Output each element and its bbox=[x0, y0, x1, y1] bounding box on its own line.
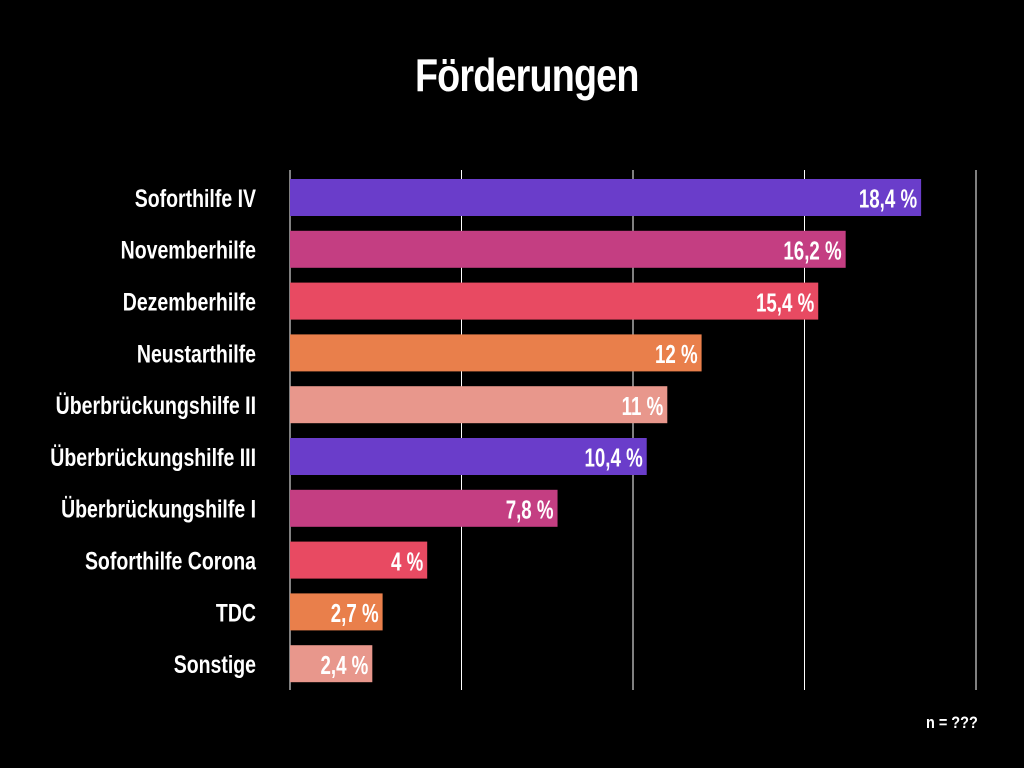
category-label: TDC bbox=[216, 599, 256, 627]
bar bbox=[290, 489, 558, 527]
bar bbox=[290, 179, 922, 216]
bar bbox=[290, 645, 373, 683]
data-label: 11 % bbox=[622, 391, 664, 421]
value-labels: 18,4 % 16,2 % 15,4 % 12 % 11 % 10,4 % 7,8 % 4 %… bbox=[320, 184, 917, 680]
data-label: 7,8 % bbox=[506, 494, 554, 524]
bar bbox=[290, 593, 383, 631]
category-labels: Soforthilfe IV Novemberhilfe Dezemberhilfe… bbox=[50, 185, 256, 679]
data-label: 4 % bbox=[391, 546, 423, 576]
bar bbox=[290, 438, 647, 475]
bar bbox=[290, 541, 428, 579]
category-label: Dezemberhilfe bbox=[123, 288, 256, 316]
data-label: 2,4 % bbox=[320, 650, 368, 680]
data-label: 16,2 % bbox=[783, 235, 841, 265]
bar bbox=[290, 230, 846, 268]
category-label: Neustarthilfe bbox=[137, 340, 256, 368]
category-label: Soforthilfe IV bbox=[135, 185, 256, 213]
data-label: 10,4 % bbox=[584, 443, 642, 473]
bar bbox=[290, 386, 668, 424]
data-label: 18,4 % bbox=[859, 184, 917, 214]
category-label: Überbrückungshilfe II bbox=[56, 392, 256, 420]
category-label: Soforthilfe Corona bbox=[85, 547, 257, 575]
bar bbox=[290, 334, 702, 372]
category-label: Sonstige bbox=[174, 651, 256, 679]
bar bbox=[290, 282, 819, 320]
category-label: Überbrückungshilfe III bbox=[50, 444, 256, 472]
sample-size-footnote: n = ??? bbox=[926, 713, 978, 732]
chart-title: Förderungen bbox=[414, 49, 639, 101]
category-label: Überbrückungshilfe I bbox=[61, 495, 256, 523]
data-label: 15,4 % bbox=[756, 287, 814, 317]
bars bbox=[290, 179, 922, 683]
data-label: 2,7 % bbox=[331, 598, 379, 628]
data-label: 12 % bbox=[655, 339, 698, 369]
category-label: Novemberhilfe bbox=[121, 236, 256, 264]
